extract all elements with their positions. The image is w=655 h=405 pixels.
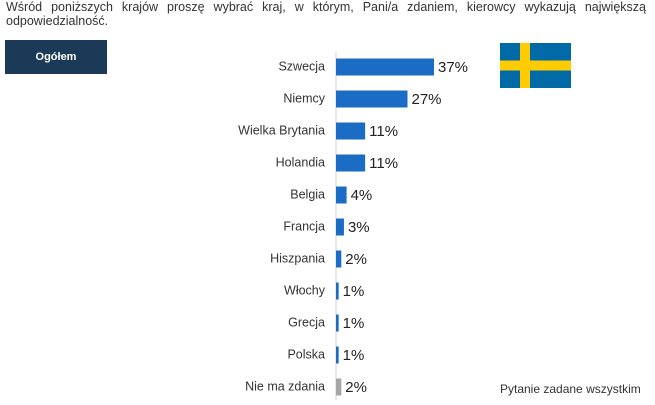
value-label: 27%: [412, 91, 442, 108]
bar: [336, 58, 434, 76]
bar: [336, 186, 347, 204]
bar: [336, 90, 408, 108]
category-label: Szwecja: [278, 59, 325, 73]
category-label: Wielka Brytania: [238, 123, 325, 137]
value-label: 11%: [369, 155, 398, 172]
bar: [336, 282, 339, 300]
bar: [336, 122, 366, 140]
category-label: Hiszpania: [270, 251, 325, 265]
value-label: 2%: [345, 251, 367, 268]
bar: [336, 378, 342, 396]
category-label: Belgia: [290, 187, 325, 201]
bar: [336, 346, 339, 364]
category-label: Holandia: [276, 155, 325, 169]
value-label: 3%: [348, 219, 370, 236]
value-label: 11%: [369, 123, 398, 140]
bar: [336, 314, 339, 332]
category-label: Niemcy: [283, 91, 325, 105]
category-label: Polska: [287, 347, 325, 361]
value-label: 1%: [343, 283, 365, 300]
value-label: 2%: [345, 379, 367, 396]
bar: [336, 250, 342, 268]
sweden-flag: [500, 43, 571, 88]
filter-button[interactable]: Ogółem: [5, 40, 107, 74]
value-label: 37%: [438, 59, 468, 76]
bar: [336, 154, 366, 172]
category-label: Nie ma zdania: [245, 379, 325, 393]
question-title: Wśród poniższych krajów proszę wybrać kr…: [6, 0, 646, 28]
value-label: 1%: [343, 347, 365, 364]
category-label: Włochy: [284, 283, 326, 297]
value-label: 1%: [343, 315, 365, 332]
footnote: Pytanie zadane wszystkim: [500, 382, 641, 396]
category-label: Francja: [283, 219, 325, 233]
bar: [336, 218, 344, 236]
category-label: Grecja: [288, 315, 325, 329]
value-label: 4%: [351, 187, 373, 204]
